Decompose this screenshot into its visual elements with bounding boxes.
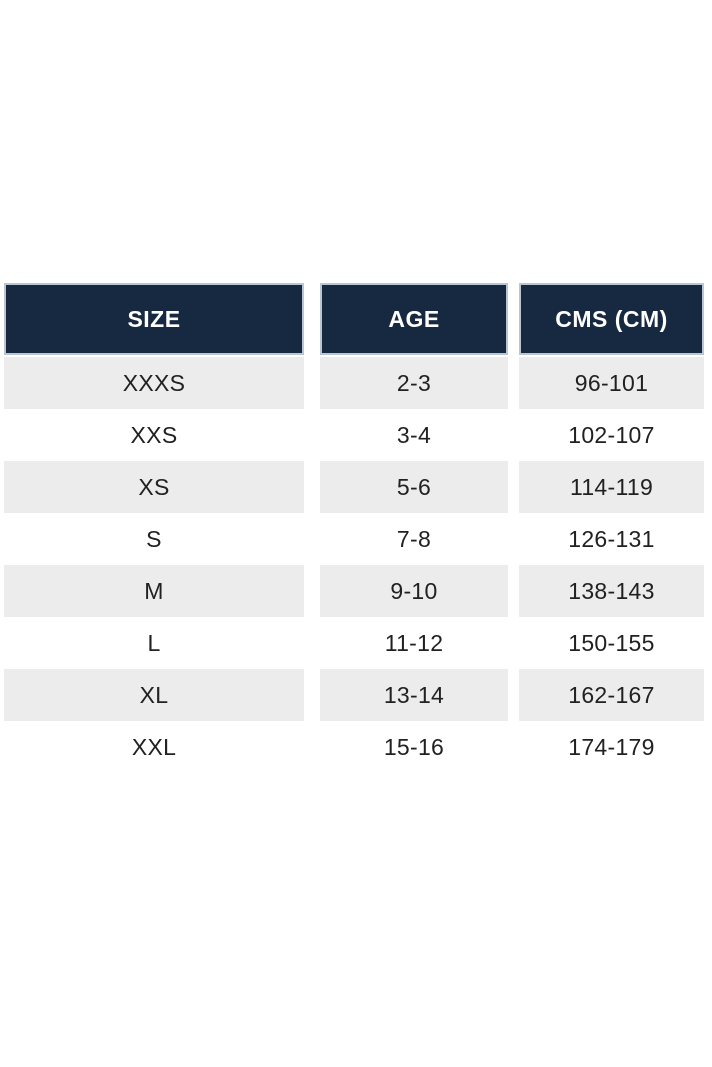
size-cell: XXL bbox=[4, 721, 304, 773]
size-cell: XL bbox=[4, 669, 304, 721]
age-cell: 3-4 bbox=[320, 409, 508, 461]
age-cell: 11-12 bbox=[320, 617, 508, 669]
size-column-header: SIZE bbox=[4, 283, 304, 355]
size-column: SIZE XXXS XXS XS S M L XL XXL bbox=[4, 283, 304, 773]
age-column: AGE 2-3 3-4 5-6 7-8 9-10 11-12 13-14 15-… bbox=[320, 283, 508, 773]
age-cell: 2-3 bbox=[320, 357, 508, 409]
cms-cell: 102-107 bbox=[519, 409, 704, 461]
cms-cell: 126-131 bbox=[519, 513, 704, 565]
age-cell: 9-10 bbox=[320, 565, 508, 617]
size-cell: XS bbox=[4, 461, 304, 513]
size-cell: XXXS bbox=[4, 357, 304, 409]
cms-cell: 150-155 bbox=[519, 617, 704, 669]
size-cell: S bbox=[4, 513, 304, 565]
cms-cell: 96-101 bbox=[519, 357, 704, 409]
cms-column: CMS (CM) 96-101 102-107 114-119 126-131 … bbox=[519, 283, 704, 773]
cms-column-header: CMS (CM) bbox=[519, 283, 704, 355]
age-cell: 15-16 bbox=[320, 721, 508, 773]
age-cell: 7-8 bbox=[320, 513, 508, 565]
cms-cell: 138-143 bbox=[519, 565, 704, 617]
age-column-header: AGE bbox=[320, 283, 508, 355]
cms-cell: 114-119 bbox=[519, 461, 704, 513]
age-cell: 13-14 bbox=[320, 669, 508, 721]
age-cell: 5-6 bbox=[320, 461, 508, 513]
size-chart-table: SIZE XXXS XXS XS S M L XL XXL AGE 2-3 3-… bbox=[4, 283, 704, 773]
size-cell: L bbox=[4, 617, 304, 669]
size-cell: XXS bbox=[4, 409, 304, 461]
cms-cell: 162-167 bbox=[519, 669, 704, 721]
size-cell: M bbox=[4, 565, 304, 617]
cms-cell: 174-179 bbox=[519, 721, 704, 773]
